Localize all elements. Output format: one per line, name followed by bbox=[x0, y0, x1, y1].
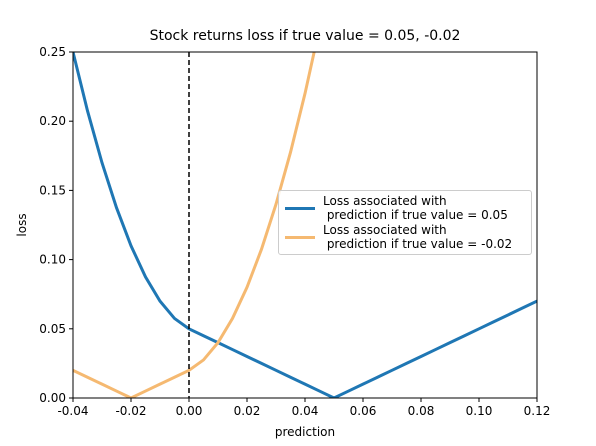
x-tick-label: 0.04 bbox=[292, 404, 319, 418]
legend-entry: Loss associated with prediction if true … bbox=[279, 194, 531, 222]
legend-label: Loss associated with prediction if true … bbox=[323, 194, 508, 222]
x-tick-label: -0.04 bbox=[57, 404, 88, 418]
legend-entry: Loss associated with prediction if true … bbox=[279, 223, 531, 251]
y-tick-label: 0.15 bbox=[39, 183, 66, 197]
x-tick-label: 0.10 bbox=[466, 404, 493, 418]
x-tick-label: 0.12 bbox=[524, 404, 551, 418]
legend-label: Loss associated with prediction if true … bbox=[323, 223, 513, 251]
x-tick-label: 0.08 bbox=[408, 404, 435, 418]
x-tick-label: -0.02 bbox=[115, 404, 146, 418]
y-tick-label: 0.25 bbox=[39, 45, 66, 59]
legend: Loss associated with prediction if true … bbox=[278, 190, 532, 255]
chart-title: Stock returns loss if true value = 0.05,… bbox=[150, 28, 461, 44]
y-axis-label: loss bbox=[15, 213, 29, 236]
legend-swatch bbox=[285, 206, 315, 210]
x-tick-label: 0.06 bbox=[350, 404, 377, 418]
y-tick-label: 0.05 bbox=[39, 322, 66, 336]
x-tick-label: 0.02 bbox=[234, 404, 261, 418]
y-tick-label: 0.20 bbox=[39, 114, 66, 128]
y-tick-label: 0.00 bbox=[39, 391, 66, 405]
legend-swatch bbox=[285, 235, 315, 239]
x-tick-label: 0.00 bbox=[176, 404, 203, 418]
y-tick-label: 0.10 bbox=[39, 253, 66, 267]
series-line bbox=[73, 52, 537, 398]
x-axis-label: prediction bbox=[275, 425, 335, 439]
